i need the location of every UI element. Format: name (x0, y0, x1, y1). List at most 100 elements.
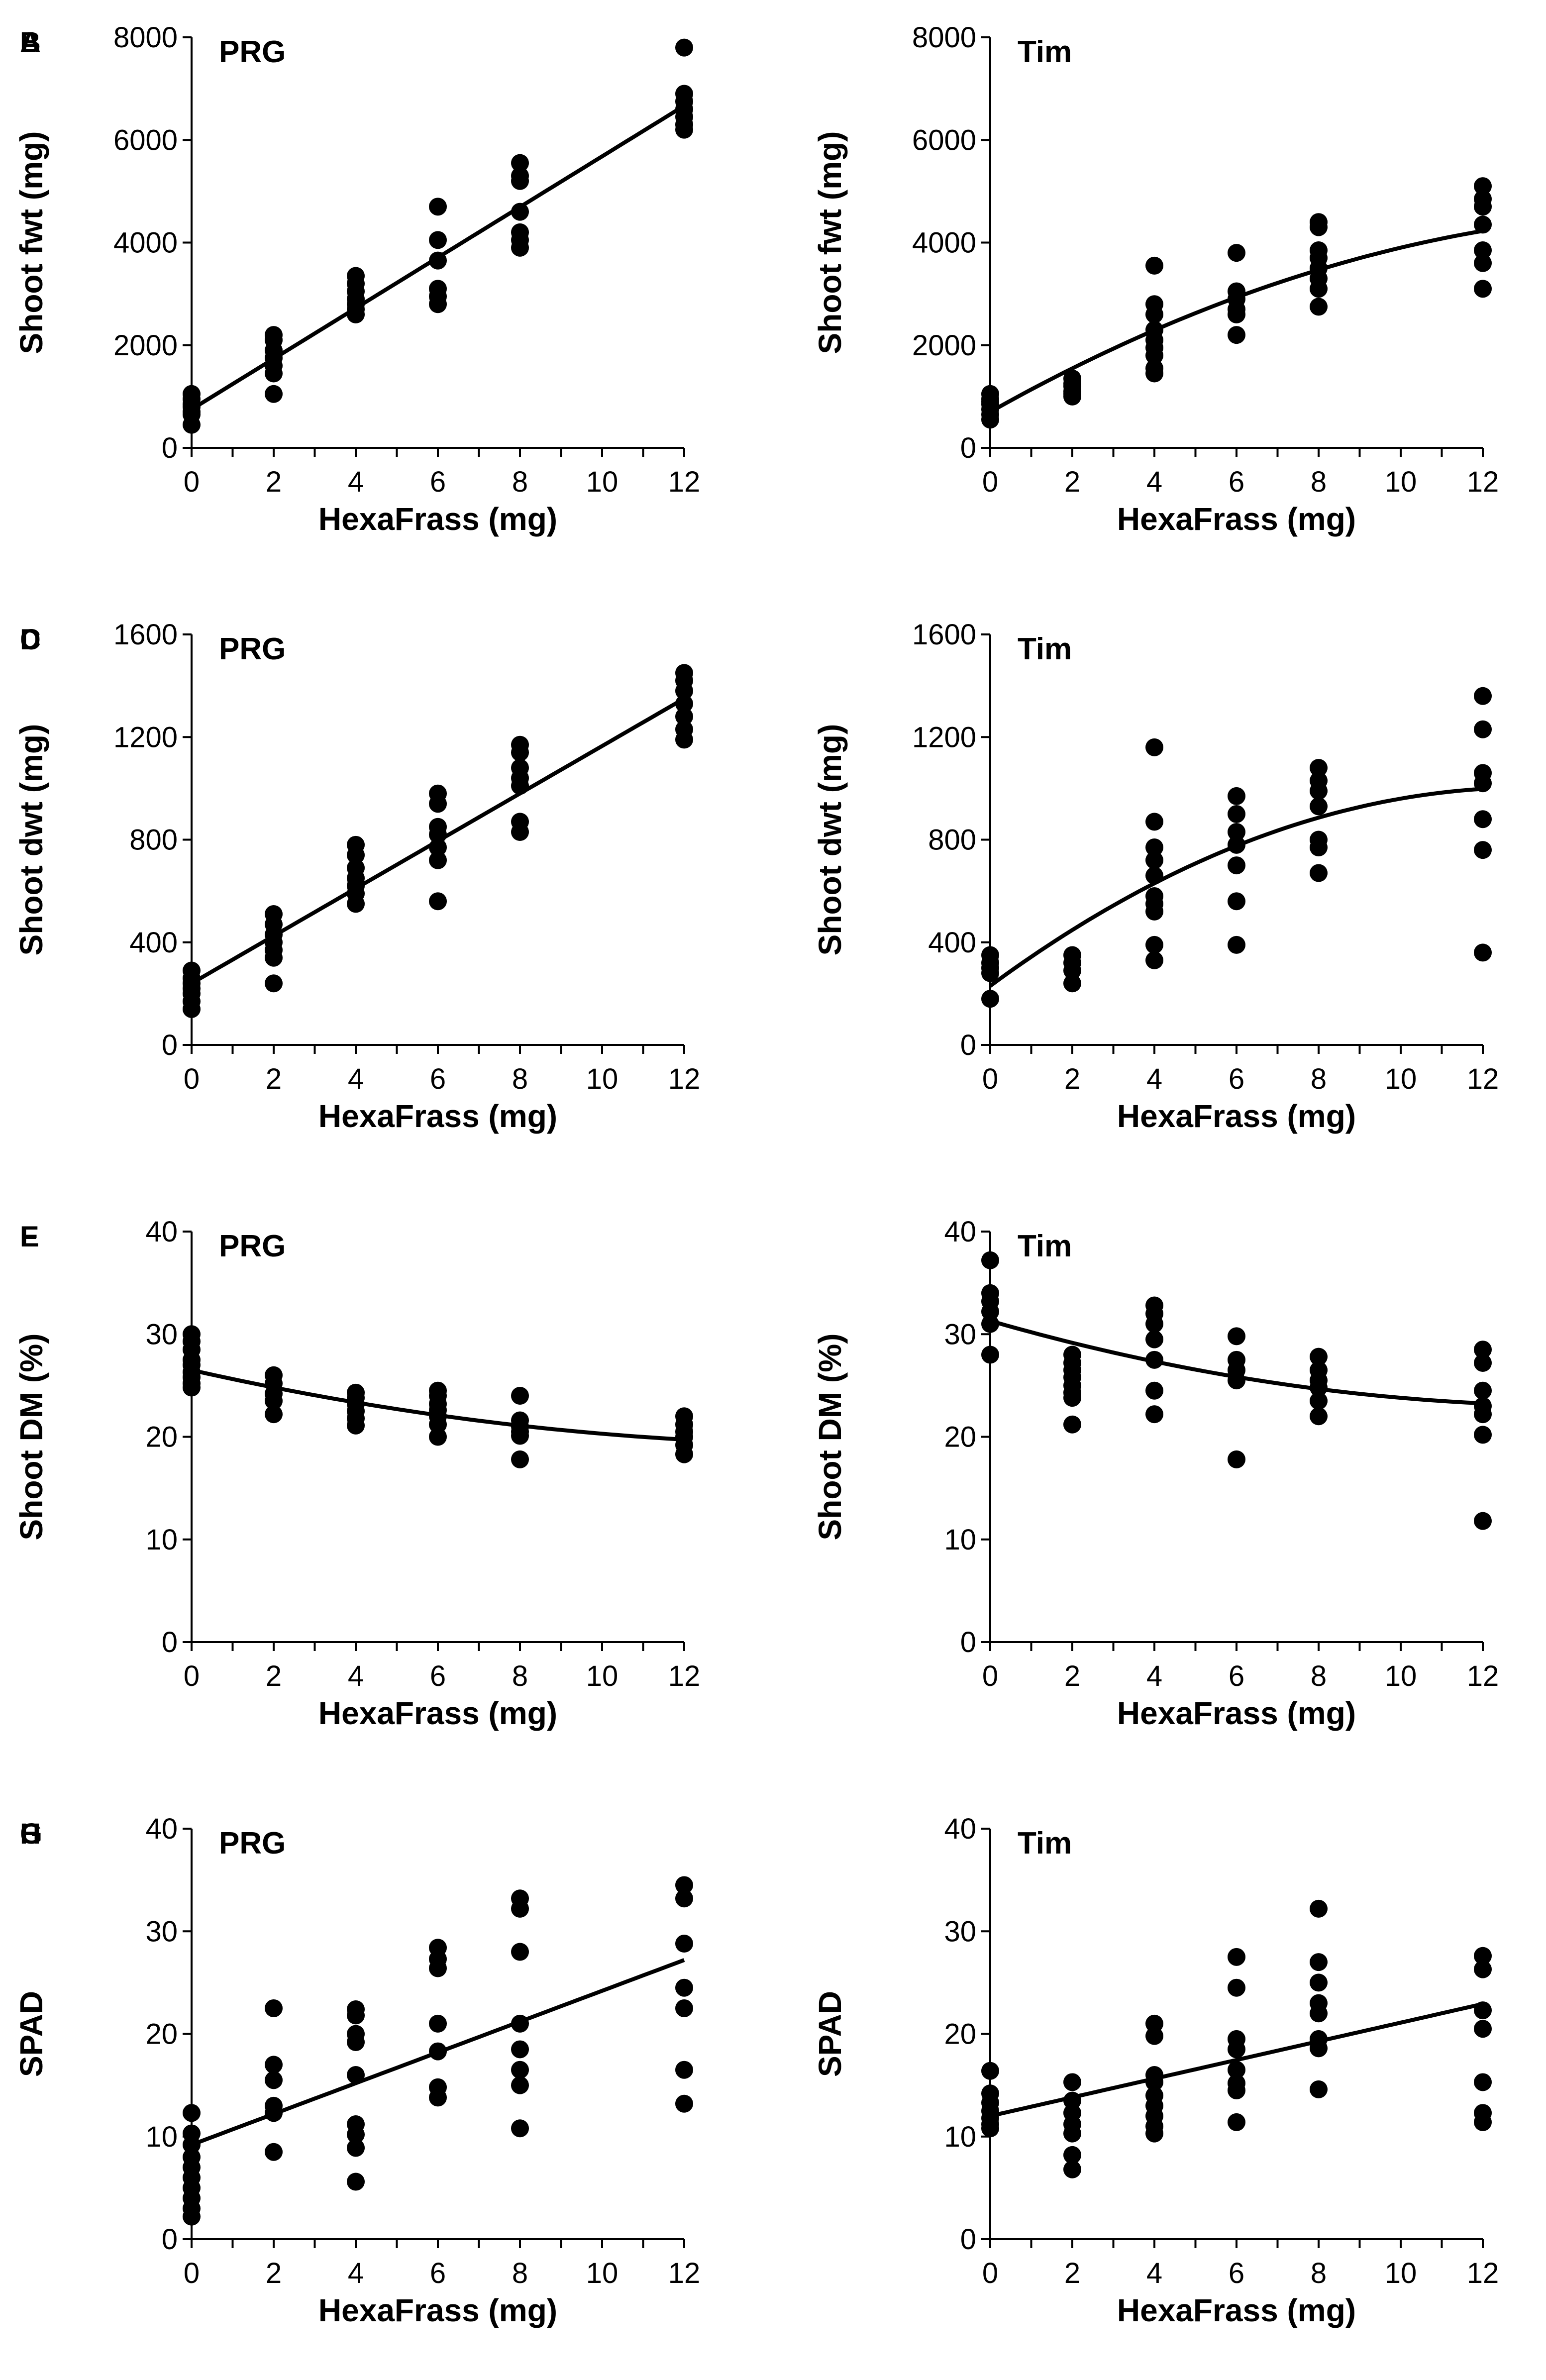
x-tick-label: 4 (1146, 1063, 1162, 1095)
panel-letter: E (20, 1221, 39, 1253)
x-tick-label: 8 (512, 1660, 528, 1692)
data-point (1228, 2113, 1245, 2131)
data-point (265, 1999, 283, 2017)
data-point (1474, 2001, 1492, 2020)
panel-letter: F (20, 1221, 37, 1253)
x-axis-title: HexaFrass (mg) (318, 501, 557, 537)
y-tick-label: 10 (145, 2121, 178, 2153)
data-point (1145, 256, 1163, 275)
y-tick-label: 40 (145, 1813, 178, 1845)
species-label: Tim (1018, 1826, 1072, 1861)
y-tick-label: 0 (162, 432, 178, 464)
data-point (1474, 1354, 1492, 1372)
data-point (183, 1000, 201, 1018)
data-point (1145, 1315, 1163, 1333)
data-point (1474, 2073, 1492, 2091)
data-point (675, 1876, 693, 1894)
data-point (429, 838, 447, 856)
data-point (675, 120, 693, 139)
x-tick-label: 10 (586, 1063, 618, 1095)
panel-g: 0 10 20 30 40 0 2 4 6 8 10 12 HexaFrass (mg) SPAD G PRG (13, 1813, 700, 2328)
data-point (675, 1978, 693, 1997)
data-point (1310, 1407, 1328, 1426)
x-tick-label: 6 (1229, 1660, 1244, 1692)
data-point (511, 2119, 529, 2138)
data-point (1474, 198, 1492, 216)
x-tick-label: 12 (1467, 1063, 1499, 1095)
y-tick-label: 10 (944, 2121, 976, 2153)
data-point (1474, 215, 1492, 234)
data-point (1145, 2014, 1163, 2033)
y-tick-label: 10 (145, 1524, 178, 1556)
data-point (1474, 1960, 1492, 1978)
x-tick-label: 6 (430, 1063, 446, 1095)
panel-letter: D (20, 623, 41, 656)
data-point (511, 2076, 529, 2094)
data-point (511, 743, 529, 762)
data-point (1228, 1978, 1245, 1997)
panel-e: 0 10 20 30 40 0 2 4 6 8 10 12 HexaFrass (mg) Shoot DM… (13, 1216, 700, 1731)
x-axis-title: HexaFrass (mg) (1117, 1695, 1356, 1731)
data-point (1310, 1392, 1328, 1410)
y-tick-label: 30 (944, 1915, 976, 1948)
data-point (347, 2125, 365, 2144)
y-tick-label: 800 (928, 824, 976, 856)
data-point (1474, 1341, 1492, 1359)
x-tick-label: 8 (1311, 1063, 1327, 1095)
x-tick-label: 0 (982, 1660, 998, 1692)
data-point (675, 1889, 693, 1908)
x-tick-label: 6 (1229, 1063, 1244, 1095)
data-point (675, 1999, 693, 2017)
data-point (265, 2104, 283, 2122)
data-point (1145, 1381, 1163, 1400)
y-tick-label: 1200 (113, 721, 178, 753)
data-point (1228, 2040, 1245, 2059)
x-tick-label: 12 (1467, 1660, 1499, 1692)
data-point (1310, 2039, 1328, 2058)
data-point (1474, 1426, 1492, 1444)
data-point (675, 682, 693, 700)
data-point (1145, 1350, 1163, 1369)
x-tick-label: 4 (1146, 466, 1162, 498)
x-tick-label: 8 (1311, 1660, 1327, 1692)
data-point (511, 2040, 529, 2059)
y-tick-label: 400 (928, 927, 976, 959)
data-point (981, 1315, 999, 1333)
x-tick-label: 8 (512, 466, 528, 498)
panel-letter: B (20, 26, 41, 59)
data-point (1145, 902, 1163, 921)
y-tick-label: 0 (162, 1029, 178, 1061)
data-point (1145, 2124, 1163, 2143)
y-tick-label: 20 (944, 1421, 976, 1453)
data-point (1063, 2073, 1081, 2091)
data-point (1228, 835, 1245, 854)
y-tick-label: 40 (145, 1216, 178, 1248)
x-tick-label: 0 (982, 1063, 998, 1095)
data-point (675, 695, 693, 713)
data-point (1310, 2004, 1328, 2023)
data-point (1063, 2124, 1081, 2143)
x-tick-label: 0 (184, 466, 200, 498)
data-point (1310, 2080, 1328, 2098)
data-point (511, 172, 529, 190)
data-point (1474, 1405, 1492, 1424)
data-point (1310, 838, 1328, 856)
panel-b: 0 2000 4000 6000 8000 0 2 4 6 8 10 12 HexaFrass (mg)… (20, 21, 1499, 537)
data-point (265, 974, 283, 993)
species-label: PRG (219, 632, 286, 666)
data-point (675, 708, 693, 725)
data-point (1063, 2091, 1081, 2110)
data-point (429, 231, 447, 249)
data-point (1228, 2081, 1245, 2099)
data-point (265, 364, 283, 383)
data-point (511, 2014, 529, 2033)
data-point (265, 2143, 283, 2161)
data-point (347, 2139, 365, 2157)
x-tick-label: 8 (512, 1063, 528, 1095)
x-tick-label: 2 (266, 466, 282, 498)
y-tick-label: 30 (145, 1915, 178, 1948)
data-point (1310, 782, 1328, 800)
data-point (1145, 851, 1163, 869)
data-point (981, 990, 999, 1008)
